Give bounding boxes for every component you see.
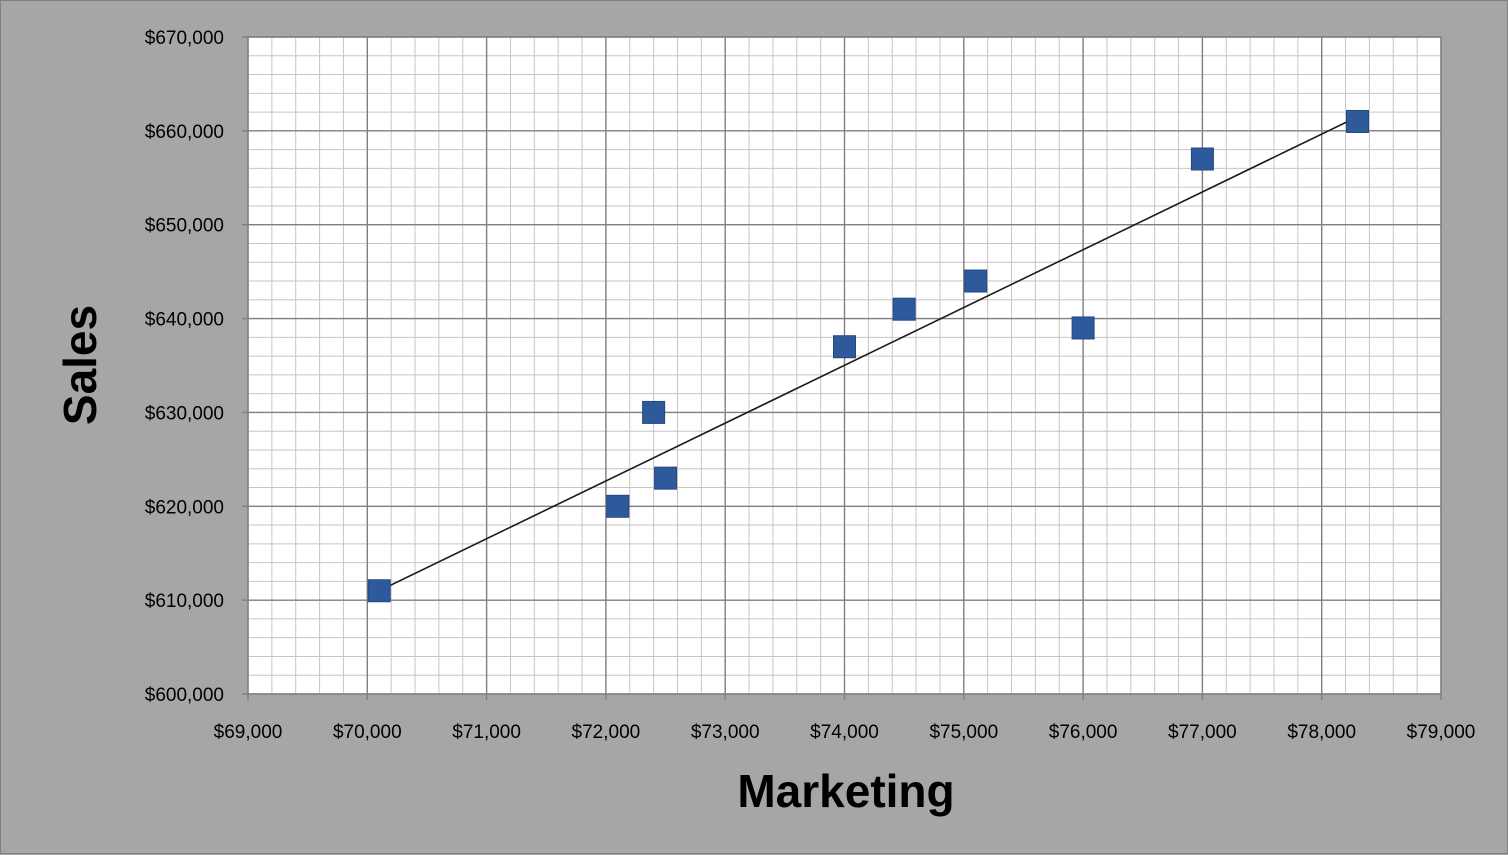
x-axis-ticks: $69,000 $70,000 $71,000 $72,000 $73,000 $74,0… xyxy=(214,694,1476,743)
y-tick-label: $620,000 xyxy=(145,497,224,518)
trendline-group xyxy=(378,116,1358,592)
y-axis-ticks: $600,000 $610,000 $620,000 $630,000 $640,000… xyxy=(145,28,248,706)
x-tick-label: $78,000 xyxy=(1287,722,1356,743)
data-point xyxy=(964,269,988,293)
x-tick-label: $69,000 xyxy=(214,722,283,743)
x-tick-label: $71,000 xyxy=(452,722,521,743)
x-axis-title: Marketing xyxy=(737,765,954,817)
y-tick-label: $670,000 xyxy=(145,28,224,49)
data-point xyxy=(833,335,856,359)
data-point xyxy=(1071,316,1095,340)
data-point xyxy=(892,297,916,321)
x-tick-label: $73,000 xyxy=(691,722,760,743)
y-tick-label: $600,000 xyxy=(145,685,224,706)
x-tick-label: $74,000 xyxy=(810,722,879,743)
x-tick-label: $79,000 xyxy=(1407,722,1476,743)
y-tick-label: $660,000 xyxy=(145,122,224,143)
data-point xyxy=(606,494,630,518)
x-tick-label: $72,000 xyxy=(572,722,641,743)
y-axis-title: Sales xyxy=(54,305,106,425)
y-tick-label: $630,000 xyxy=(145,403,224,424)
x-tick-label: $76,000 xyxy=(1049,722,1118,743)
y-tick-label: $650,000 xyxy=(145,216,224,237)
data-point xyxy=(654,466,678,490)
data-points xyxy=(367,109,1369,603)
data-point xyxy=(1190,147,1214,171)
data-point xyxy=(367,579,391,603)
data-point xyxy=(1345,109,1369,133)
y-tick-label: $610,000 xyxy=(145,591,224,612)
y-tick-label: $640,000 xyxy=(145,310,224,331)
x-tick-label: $75,000 xyxy=(929,722,998,743)
x-tick-label: $70,000 xyxy=(333,722,402,743)
data-point xyxy=(642,400,666,424)
x-tick-label: $77,000 xyxy=(1168,722,1237,743)
trendline xyxy=(378,116,1358,592)
